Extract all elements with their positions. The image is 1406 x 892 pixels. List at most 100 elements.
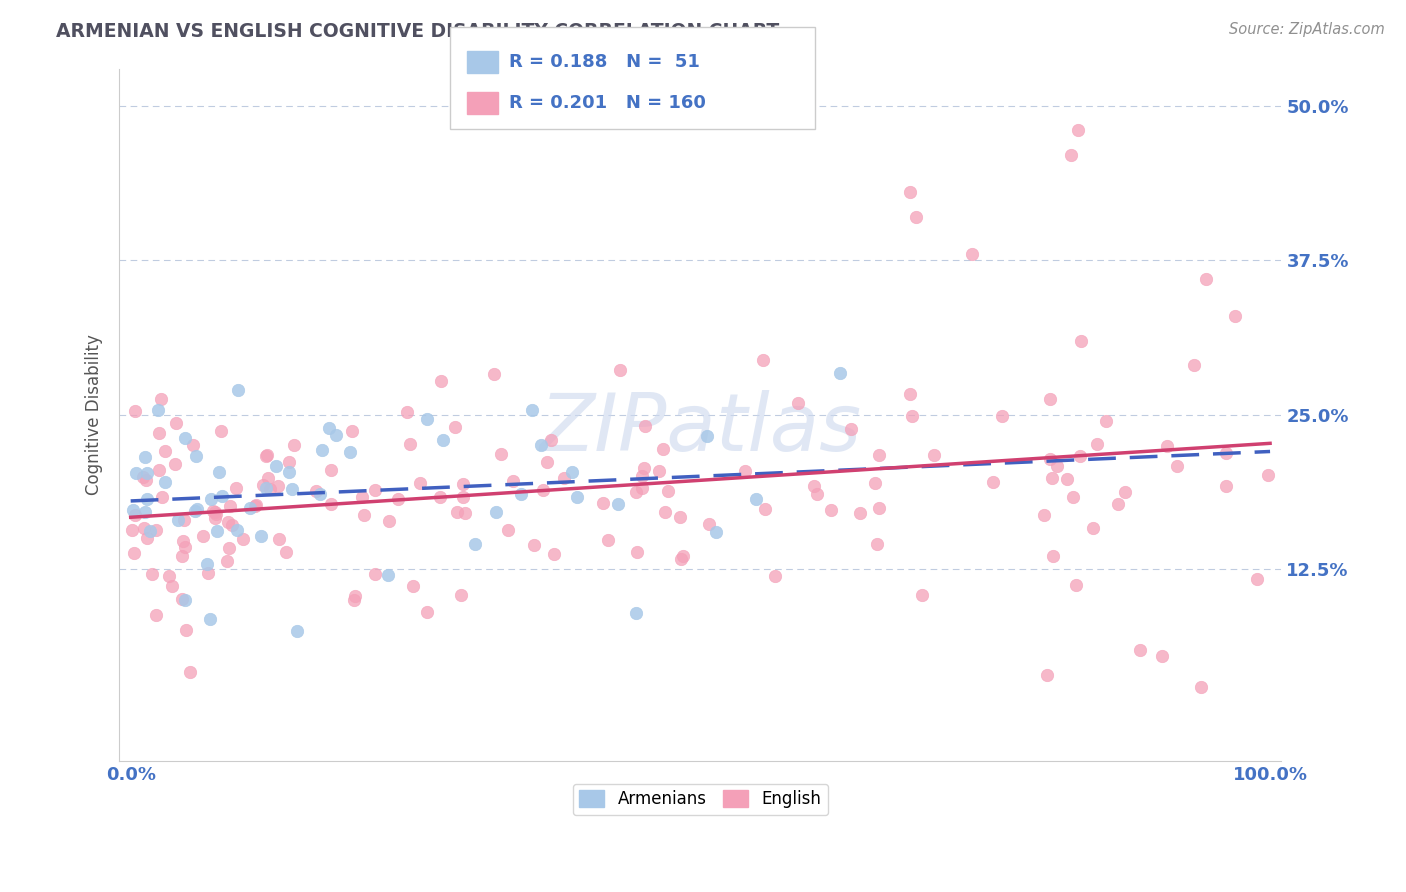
Point xyxy=(267,478,290,492)
Point xyxy=(218,541,240,555)
Point xyxy=(1189,680,1212,694)
Point xyxy=(215,554,238,568)
Point xyxy=(200,491,222,506)
Point xyxy=(520,402,543,417)
Point xyxy=(922,448,945,462)
Point xyxy=(450,588,472,602)
Point xyxy=(243,499,266,513)
Point xyxy=(211,489,233,503)
Point xyxy=(464,537,486,551)
Point xyxy=(172,549,194,564)
Point xyxy=(1107,497,1129,511)
Point xyxy=(141,567,163,582)
Point xyxy=(184,504,207,518)
Point xyxy=(197,566,219,581)
Point xyxy=(408,475,430,490)
Point xyxy=(204,505,226,519)
Point xyxy=(669,551,692,566)
Point xyxy=(1069,449,1091,463)
Point xyxy=(153,444,176,458)
Point xyxy=(960,247,983,261)
Point xyxy=(269,532,291,546)
Point xyxy=(1166,459,1188,474)
Point xyxy=(565,490,588,504)
Point xyxy=(225,481,247,495)
Point xyxy=(697,517,720,532)
Point xyxy=(1150,648,1173,663)
Point xyxy=(1246,572,1268,586)
Point xyxy=(176,624,198,638)
Point xyxy=(523,538,546,552)
Point xyxy=(416,605,439,619)
Point xyxy=(1067,123,1090,137)
Point xyxy=(264,458,287,473)
Point xyxy=(378,514,401,528)
Point xyxy=(429,491,451,505)
Point xyxy=(339,445,361,459)
Point xyxy=(502,475,524,489)
Point xyxy=(150,490,173,504)
Point xyxy=(256,448,278,462)
Point xyxy=(136,531,159,545)
Point xyxy=(752,353,775,368)
Point xyxy=(221,518,243,533)
Point xyxy=(204,511,226,525)
Point xyxy=(353,508,375,522)
Point xyxy=(484,368,506,382)
Point xyxy=(309,487,332,501)
Point xyxy=(226,383,249,397)
Point xyxy=(259,482,281,496)
Point xyxy=(863,476,886,491)
Point xyxy=(124,545,146,559)
Point xyxy=(363,566,385,581)
Point xyxy=(148,425,170,440)
Point xyxy=(626,485,648,500)
Point xyxy=(198,612,221,626)
Point xyxy=(634,418,657,433)
Point xyxy=(254,481,277,495)
Point xyxy=(172,591,194,606)
Point xyxy=(184,449,207,463)
Point xyxy=(446,505,468,519)
Point xyxy=(173,513,195,527)
Point xyxy=(217,516,239,530)
Point xyxy=(806,486,828,500)
Point xyxy=(318,420,340,434)
Point xyxy=(657,483,679,498)
Point xyxy=(1036,667,1059,681)
Point xyxy=(763,569,786,583)
Point xyxy=(866,537,889,551)
Point xyxy=(654,506,676,520)
Point xyxy=(132,469,155,483)
Point xyxy=(252,478,274,492)
Point xyxy=(1223,309,1246,323)
Point xyxy=(991,409,1014,423)
Point xyxy=(136,466,159,480)
Point xyxy=(343,589,366,603)
Point xyxy=(609,363,631,377)
Point xyxy=(1062,491,1084,505)
Point xyxy=(174,593,197,607)
Point xyxy=(165,457,187,471)
Point xyxy=(898,185,921,199)
Point xyxy=(181,438,204,452)
Point xyxy=(786,396,808,410)
Text: Source: ZipAtlas.com: Source: ZipAtlas.com xyxy=(1229,22,1385,37)
Point xyxy=(1156,439,1178,453)
Point xyxy=(1083,520,1105,534)
Point xyxy=(173,540,195,554)
Point xyxy=(633,460,655,475)
Point xyxy=(631,481,654,495)
Point xyxy=(219,499,242,513)
Point xyxy=(496,523,519,537)
Point xyxy=(148,463,170,477)
Point xyxy=(868,500,890,515)
Point xyxy=(124,508,146,523)
Point xyxy=(489,447,512,461)
Point xyxy=(531,483,554,497)
Point xyxy=(900,409,922,423)
Point xyxy=(1042,549,1064,564)
Point xyxy=(352,490,374,504)
Point xyxy=(283,438,305,452)
Point xyxy=(195,558,218,572)
